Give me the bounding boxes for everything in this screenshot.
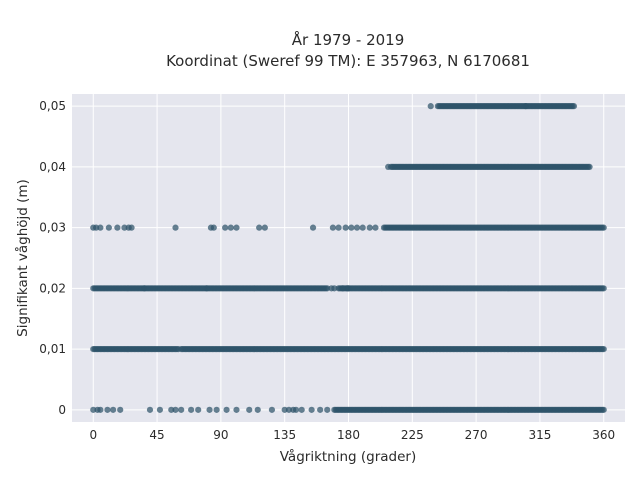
y-tick-label: 0,05	[39, 99, 66, 113]
data-point	[324, 285, 331, 292]
data-point	[385, 163, 392, 170]
x-tick-label: 0	[89, 428, 97, 442]
x-tick-label: 270	[465, 428, 488, 442]
y-tick-label: 0,04	[39, 160, 66, 174]
x-tick-label: 45	[149, 428, 164, 442]
data-point	[281, 406, 288, 413]
data-point	[339, 285, 346, 292]
data-point	[222, 224, 229, 231]
x-tick-label: 225	[401, 428, 424, 442]
data-point	[359, 224, 366, 231]
y-axis-label: Signifikant våghöjd (m)	[14, 179, 31, 337]
data-point	[254, 406, 261, 413]
data-point	[172, 224, 179, 231]
x-tick-label: 90	[213, 428, 228, 442]
data-point	[427, 103, 434, 110]
data-point	[178, 406, 185, 413]
x-tick-label: 360	[592, 428, 615, 442]
x-tick-label: 315	[528, 428, 551, 442]
data-point	[246, 406, 253, 413]
data-point	[93, 224, 100, 231]
chart-title-line-1: År 1979 - 2019	[292, 30, 405, 49]
data-point	[570, 103, 578, 110]
chart-title-line-2: Koordinat (Sweref 99 TM): E 357963, N 61…	[166, 52, 530, 70]
data-point	[172, 406, 179, 413]
y-tick-label: 0,03	[39, 221, 66, 235]
data-point	[128, 224, 135, 231]
data-point	[206, 406, 213, 413]
data-point	[292, 406, 300, 413]
data-point	[309, 224, 317, 231]
data-point	[600, 224, 607, 231]
data-point	[117, 406, 124, 413]
data-point	[342, 224, 349, 231]
data-point	[298, 406, 305, 413]
y-tick-label: 0	[58, 403, 66, 417]
data-point	[586, 163, 593, 170]
data-point	[121, 224, 128, 231]
data-point	[268, 406, 276, 413]
data-point	[110, 406, 117, 413]
data-point	[317, 406, 324, 413]
tick-labels: 0 45 90 135 180 225 270 315 360 0 0,01 0,02 0,03 0,04…	[39, 99, 615, 442]
x-tick-label: 180	[337, 428, 360, 442]
data-point	[261, 224, 268, 231]
data-point	[156, 406, 164, 413]
data-point	[195, 406, 202, 413]
data-point	[600, 406, 607, 413]
data-point	[210, 224, 217, 231]
data-point	[600, 346, 607, 353]
data-point	[146, 406, 154, 413]
data-point	[168, 406, 175, 413]
data-point	[353, 224, 361, 231]
data-point	[213, 406, 220, 413]
data-point	[285, 406, 293, 413]
y-tick-label: 0,02	[39, 281, 66, 295]
data-point	[335, 224, 342, 231]
y-tick-label: 0,01	[39, 342, 66, 356]
data-point	[227, 224, 234, 231]
data-point	[188, 406, 195, 413]
data-point	[97, 406, 104, 413]
data-point	[348, 224, 355, 231]
data-point	[233, 406, 240, 413]
data-point	[105, 224, 112, 231]
data-point	[331, 285, 338, 292]
data-point	[372, 224, 379, 231]
data-point	[329, 224, 336, 231]
data-point	[366, 224, 373, 231]
x-tick-label: 135	[273, 428, 296, 442]
data-point	[114, 224, 121, 231]
data-point	[104, 406, 111, 413]
data-point	[308, 406, 315, 413]
data-point	[90, 406, 97, 413]
data-point	[233, 224, 240, 231]
data-point	[600, 285, 607, 292]
data-point	[324, 406, 331, 413]
data-point	[97, 224, 104, 231]
data-points	[90, 103, 607, 413]
data-point	[256, 224, 263, 231]
x-axis-label: Vågriktning (grader)	[280, 448, 417, 465]
data-point	[223, 406, 230, 413]
